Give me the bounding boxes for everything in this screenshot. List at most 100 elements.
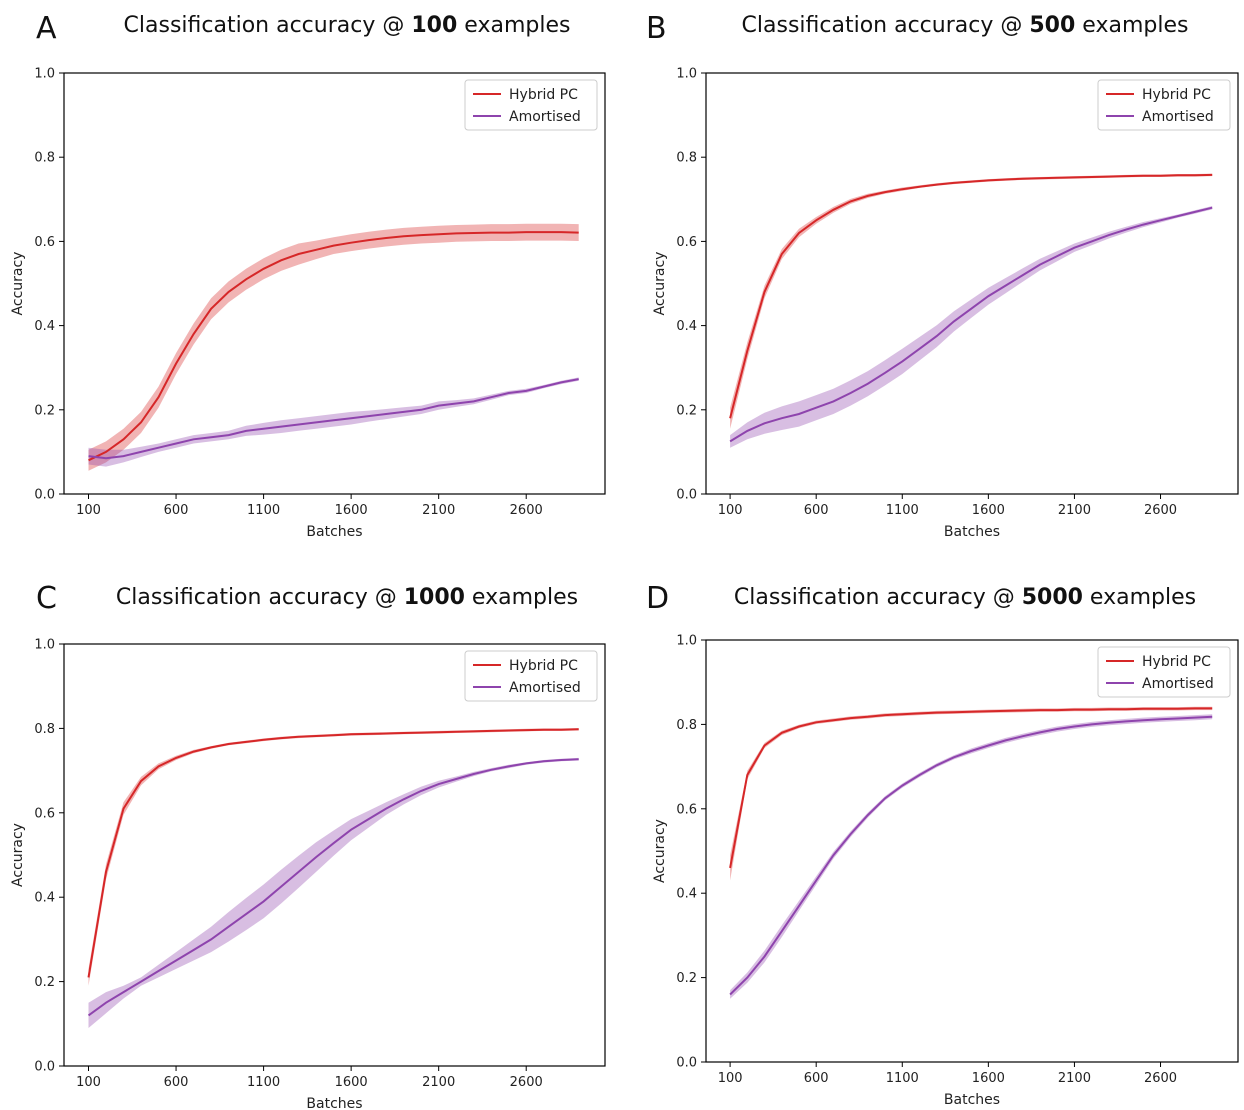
x-tick-label: 1100 (886, 503, 919, 518)
x-tick-label: 2100 (422, 503, 455, 518)
y-tick-label: 0.4 (676, 319, 697, 334)
legend-label: Amortised (1142, 109, 1214, 125)
x-tick-label: 1600 (972, 1071, 1005, 1086)
series-band-1 (88, 377, 579, 467)
panel-letter: C (36, 581, 57, 616)
y-tick-label: 0.8 (34, 151, 55, 166)
panel-letter: B (646, 11, 667, 46)
x-tick-label: 100 (76, 503, 101, 518)
chart-title: Classification accuracy @ 1000 examples (116, 585, 578, 610)
x-tick-label: 2600 (510, 503, 543, 518)
legend-label: Amortised (1142, 676, 1214, 692)
panel-d: D Classification accuracy @ 5000 examples… (646, 581, 1239, 1108)
panel-b: B Classification accuracy @ 500 examples 1… (646, 11, 1239, 540)
x-tick-label: 2600 (510, 1075, 543, 1090)
legend-box (1097, 646, 1231, 698)
series-line-1 (87, 758, 579, 1017)
x-tick-label: 1100 (247, 503, 280, 518)
panel-c: C Classification accuracy @ 1000 examples… (10, 581, 606, 1110)
y-tick-label: 0.8 (676, 151, 697, 166)
y-tick-label: 0.4 (676, 887, 697, 902)
plot-area (729, 706, 1213, 999)
x-tick-label: 100 (718, 503, 743, 518)
axes-frame (705, 639, 1239, 1063)
x-tick-label: 1100 (247, 1075, 280, 1090)
series-band-1 (88, 757, 579, 1028)
x-tick-label: 2100 (1058, 503, 1091, 518)
legend: Hybrid PC Amortised (1097, 79, 1231, 131)
series-band-0 (730, 706, 1213, 881)
x-tick-label: 2600 (1144, 1071, 1177, 1086)
x-tick-label: 1600 (335, 503, 368, 518)
y-tick-label: 0.6 (676, 802, 697, 817)
y-tick-label: 0.6 (676, 235, 697, 250)
x-tick-label: 600 (164, 503, 189, 518)
y-tick-label: 0.6 (34, 806, 55, 821)
axes-frame (63, 643, 606, 1067)
legend-label: Amortised (509, 109, 581, 125)
y-tick-label: 1.0 (34, 638, 55, 653)
series-line-1 (88, 378, 579, 460)
axes-frame (63, 72, 606, 495)
y-tick-label: 0.2 (676, 971, 697, 986)
y-axis-label: Accuracy (10, 252, 26, 316)
legend: Hybrid PC Amortised (1097, 646, 1231, 698)
series-line-0 (729, 173, 1213, 419)
y-axis-label: Accuracy (652, 252, 668, 316)
y-tick-label: 0.4 (34, 891, 55, 906)
panel-letter: D (646, 581, 669, 616)
x-tick-label: 2100 (422, 1075, 455, 1090)
y-tick-label: 0.2 (34, 403, 55, 418)
series-line-0 (87, 728, 579, 978)
x-axis-label: Batches (306, 1096, 362, 1110)
legend: Hybrid PC Amortised (464, 650, 598, 702)
y-tick-label: 0.0 (34, 488, 55, 503)
x-tick-label: 2100 (1058, 1071, 1091, 1086)
panel-letter: A (36, 11, 57, 46)
legend-label: Amortised (509, 680, 581, 696)
legend-box (464, 650, 598, 702)
legend: Hybrid PC Amortised (464, 79, 598, 131)
legend-box (1097, 79, 1231, 131)
y-tick-label: 1.0 (34, 67, 55, 82)
x-axis-label: Batches (944, 1092, 1000, 1108)
legend-label: Hybrid PC (1142, 87, 1211, 103)
y-tick-label: 0.4 (34, 319, 55, 334)
legend-label: Hybrid PC (509, 87, 578, 103)
legend-box (464, 79, 598, 131)
y-tick-label: 0.8 (676, 718, 697, 733)
y-tick-label: 0.8 (34, 722, 55, 737)
series-line-0 (729, 707, 1213, 869)
series-line-0 (88, 231, 579, 462)
y-tick-label: 0.0 (34, 1060, 55, 1075)
legend-label: Hybrid PC (1142, 654, 1211, 670)
y-tick-label: 0.0 (676, 488, 697, 503)
y-tick-label: 1.0 (676, 67, 697, 82)
y-tick-label: 0.0 (676, 1056, 697, 1071)
x-tick-label: 1100 (886, 1071, 919, 1086)
series-band-1 (730, 206, 1213, 448)
y-axis-label: Accuracy (10, 823, 26, 887)
x-tick-label: 100 (718, 1071, 743, 1086)
series-band-1 (730, 714, 1213, 999)
y-tick-label: 0.2 (34, 975, 55, 990)
series-band-0 (88, 223, 579, 471)
legend-label: Hybrid PC (509, 658, 578, 674)
x-tick-label: 1600 (335, 1075, 368, 1090)
y-axis-label: Accuracy (652, 819, 668, 883)
x-tick-label: 2600 (1144, 503, 1177, 518)
y-tick-label: 0.6 (34, 235, 55, 250)
x-tick-label: 1600 (972, 503, 1005, 518)
x-tick-label: 600 (804, 1071, 829, 1086)
x-axis-label: Batches (944, 524, 1000, 540)
axes-frame (705, 72, 1239, 495)
panel-a: A Classification accuracy @ 100 examples 1… (10, 11, 606, 540)
x-tick-label: 100 (76, 1075, 101, 1090)
y-tick-label: 1.0 (676, 634, 697, 649)
chart-title: Classification accuracy @ 100 examples (124, 13, 571, 38)
series-line-1 (729, 206, 1213, 443)
plot-area (87, 728, 579, 1028)
chart-title: Classification accuracy @ 5000 examples (734, 585, 1196, 610)
chart-title: Classification accuracy @ 500 examples (742, 13, 1189, 38)
x-tick-label: 600 (804, 503, 829, 518)
